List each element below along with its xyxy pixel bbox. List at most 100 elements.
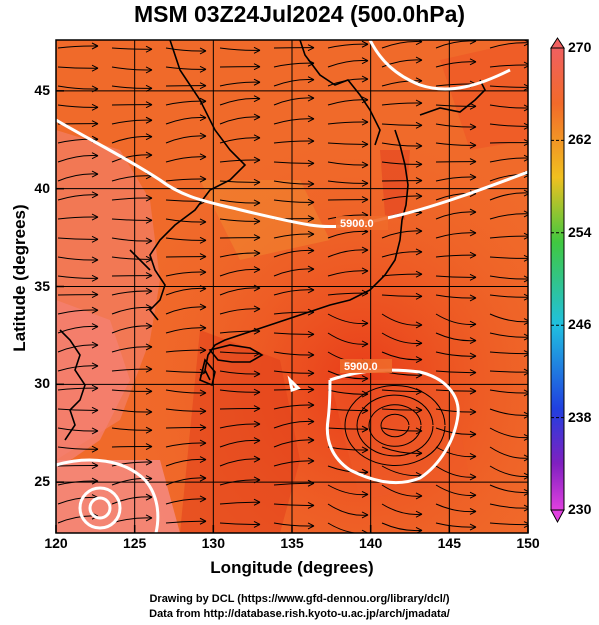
streamline [253, 370, 261, 378]
streamline [415, 270, 423, 278]
streamline [368, 404, 422, 447]
streamline [415, 142, 423, 150]
streamline [273, 249, 315, 258]
streamline [523, 293, 528, 301]
streamline [111, 496, 153, 505]
streamline [469, 141, 477, 149]
streamline [199, 407, 207, 415]
streamline [219, 81, 261, 87]
streamline [381, 484, 423, 497]
streamline [307, 230, 315, 238]
streamline [57, 66, 99, 69]
streamline [415, 121, 423, 129]
streamline [381, 80, 423, 87]
streamline [219, 458, 261, 467]
streamline [469, 251, 477, 259]
streamline [91, 103, 99, 111]
streamline [435, 446, 477, 458]
streamline [435, 503, 477, 513]
streamline [253, 420, 261, 428]
streamline [381, 161, 423, 165]
streamline [381, 40, 423, 49]
streamline [415, 99, 423, 107]
streamline [469, 491, 477, 499]
streamline [435, 484, 477, 496]
streamline [435, 370, 477, 374]
streamline [435, 351, 477, 357]
streamline [381, 294, 423, 297]
streamline [91, 42, 99, 50]
streamline [57, 309, 99, 315]
streamline [307, 286, 315, 294]
credit-drawing: Drawing by DCL (https://www.gfd-dennou.o… [149, 593, 450, 605]
streamline [361, 446, 369, 454]
streamline [165, 458, 207, 467]
streamline [523, 504, 528, 512]
streamline [57, 387, 99, 391]
streamline [361, 179, 369, 187]
streamline [145, 443, 153, 450]
streamline [165, 442, 207, 448]
streamline [381, 427, 423, 432]
streamline [111, 427, 153, 431]
streamline [253, 156, 261, 164]
colorbar-tick-label: 254 [568, 223, 592, 240]
streamline [111, 119, 153, 125]
streamline [91, 256, 99, 264]
streamline [91, 406, 99, 414]
chart-title: MSM 03Z24Jul2024 (500.0hPa) [133, 1, 466, 27]
streamline [145, 458, 153, 466]
streamline [469, 320, 477, 328]
streamline [145, 66, 153, 74]
streamline [523, 368, 528, 376]
streamline [489, 427, 528, 439]
streamline [199, 253, 207, 261]
streamline [307, 351, 315, 359]
streamline [307, 94, 315, 102]
streamline [327, 161, 369, 166]
streamline [91, 213, 99, 221]
streamline [199, 424, 207, 431]
streamline [253, 199, 261, 207]
streamline [523, 472, 528, 480]
streamline [523, 104, 528, 112]
streamline [327, 522, 368, 533]
streamline [327, 503, 369, 516]
streamline [381, 195, 423, 201]
streamline [111, 408, 153, 413]
streamline [145, 237, 153, 245]
streamline [111, 135, 153, 144]
streamline [165, 237, 207, 241]
streamline [327, 484, 369, 496]
streamline [273, 482, 315, 486]
streamline [219, 501, 261, 505]
streamline [469, 294, 477, 302]
streamline [219, 268, 261, 277]
streamline [361, 140, 369, 148]
streamline [111, 477, 153, 486]
streamline [523, 83, 528, 91]
streamline [253, 305, 261, 313]
streamline [523, 433, 528, 441]
streamline [327, 427, 369, 430]
streamline [381, 251, 423, 258]
streamline [435, 408, 477, 413]
streamline [165, 66, 207, 70]
streamline [307, 265, 315, 273]
streamline [219, 287, 261, 296]
streamline [415, 56, 423, 64]
streamline [307, 457, 315, 465]
streamline [199, 268, 207, 276]
streamline [111, 389, 153, 392]
streamline [219, 479, 261, 486]
streamline [91, 362, 99, 370]
streamline [489, 64, 528, 68]
streamline [273, 97, 315, 106]
streamline [219, 389, 261, 393]
streamline [57, 194, 99, 201]
streamline [111, 256, 153, 260]
streamline [273, 522, 315, 527]
streamline [361, 57, 369, 65]
x-tick-label: 120 [44, 535, 68, 551]
streamline [361, 375, 369, 382]
